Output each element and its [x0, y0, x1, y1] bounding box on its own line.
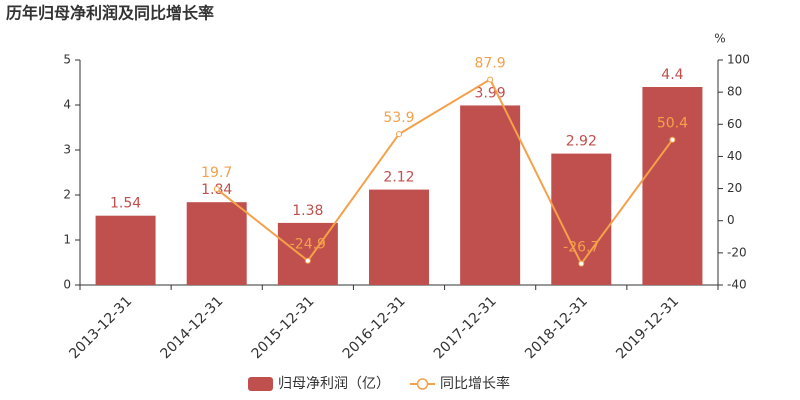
y-tick-label: 3: [63, 143, 71, 157]
y-tick-label: 5: [63, 53, 71, 67]
line-point: [304, 257, 311, 264]
bar-value-label: 3.99: [475, 85, 506, 101]
line: [216, 78, 674, 266]
bar-value-label: 1.38: [292, 203, 323, 219]
x-tick-label: 2019-12-31: [613, 293, 682, 362]
bar-value-label: 4.4: [661, 67, 683, 83]
legend-swatch: [248, 377, 273, 391]
x-tick-label: 2016-12-31: [340, 293, 409, 362]
legend-swatch-point: [416, 378, 429, 390]
line-point: [396, 131, 402, 138]
line-point: [669, 136, 676, 143]
bar: [95, 215, 156, 285]
x-tick-label: 2017-12-31: [431, 293, 500, 362]
bar: [642, 87, 703, 285]
bar-value-label: 2.92: [566, 134, 597, 150]
line-value-label: 87.9: [475, 55, 506, 71]
line-value-label: -24.9: [290, 237, 326, 253]
chart-title: 历年归母净利润及同比增长率: [6, 4, 214, 23]
bar-value-label: 2.12: [383, 170, 414, 186]
line-point: [487, 76, 494, 83]
y2-tick-label: -40: [727, 278, 747, 292]
bar: [460, 105, 521, 285]
x-tick-label: 2018-12-31: [522, 293, 591, 362]
y2-tick-label: 100: [727, 53, 750, 67]
y2-axis-label: %: [714, 32, 725, 46]
line-point: [578, 260, 585, 267]
legend-label: 同比增长率: [440, 375, 510, 392]
y2-tick-label: 60: [727, 117, 742, 131]
y2-tick-label: 80: [727, 85, 742, 99]
x-tick-label: 2015-12-31: [249, 293, 318, 362]
y2-tick-label: 20: [727, 181, 742, 195]
line-point: [213, 186, 220, 193]
line-value-label: 53.9: [383, 110, 414, 126]
bar-value-label: 1.54: [110, 196, 141, 212]
legend-label: 归母净利润（亿）: [278, 375, 390, 392]
line-value-label: -26.7: [563, 240, 599, 256]
x-tick-label: 2014-12-31: [158, 293, 227, 362]
line-value-label: 19.7: [201, 165, 232, 181]
y-tick-label: 2: [63, 188, 71, 202]
y-tick-label: 0: [63, 278, 71, 292]
y2-tick-label: 0: [727, 213, 735, 227]
bar: [186, 202, 247, 285]
y-tick-label: 4: [63, 98, 71, 112]
y-tick-label: 1: [63, 233, 71, 247]
y2-tick-label: -20: [727, 245, 747, 259]
line-value-label: 50.4: [657, 116, 688, 132]
x-tick-label: 2013-12-31: [66, 293, 135, 362]
bar: [369, 189, 429, 285]
y2-tick-label: 40: [727, 149, 742, 163]
